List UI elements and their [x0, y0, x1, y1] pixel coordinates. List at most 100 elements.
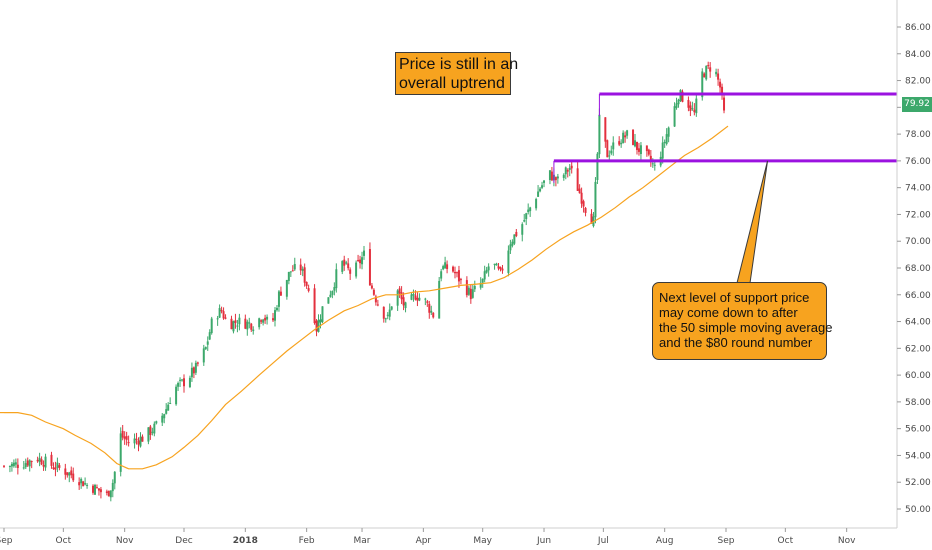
y-tick-label: 58.00 — [905, 398, 931, 408]
candle-body — [467, 287, 470, 295]
candle-body — [677, 99, 680, 105]
candle-body — [273, 310, 276, 321]
candle-body — [541, 185, 544, 188]
candle-body — [222, 311, 225, 319]
candle-body — [30, 461, 33, 463]
candle-body — [693, 109, 696, 113]
candle-body — [372, 289, 375, 295]
candle-body — [210, 318, 213, 334]
candle-body — [673, 106, 676, 127]
candle-body — [400, 292, 403, 300]
x-tick-label: 2018 — [233, 536, 258, 546]
x-tick-label: May — [473, 536, 492, 546]
x-tick-label: Oct — [778, 536, 794, 546]
candle-body — [388, 309, 391, 317]
candle-body — [457, 270, 460, 282]
candle-body — [355, 262, 358, 277]
candle-body — [635, 141, 638, 150]
candle-body — [349, 269, 352, 274]
candle-body — [155, 421, 158, 424]
x-tick-label: Aug — [656, 536, 674, 546]
candle-body — [347, 263, 350, 269]
candle-body — [54, 467, 57, 470]
candle-body — [584, 207, 587, 213]
candle-body — [707, 65, 710, 67]
candle-body — [38, 457, 41, 462]
candle-body — [645, 145, 648, 152]
candle-body — [513, 234, 516, 244]
candle-body — [70, 470, 73, 476]
x-tick-label: Apr — [416, 536, 432, 546]
candle-body — [84, 483, 87, 485]
candle-body — [175, 386, 178, 405]
x-tick-label: Sep — [718, 536, 735, 546]
candle-body — [16, 464, 19, 468]
candle-body — [36, 459, 39, 462]
candle-body — [649, 155, 652, 163]
candle-body — [521, 224, 524, 235]
x-tick-label: Mar — [354, 536, 371, 546]
candle-body — [12, 462, 15, 467]
candle-body — [192, 367, 195, 374]
candle-body — [137, 440, 140, 445]
candle-body — [258, 318, 261, 328]
candle-body — [454, 271, 457, 274]
candle-body — [368, 249, 371, 286]
x-tick-label: Oct — [56, 536, 72, 546]
candle-body — [438, 280, 441, 319]
candle-body — [578, 188, 581, 194]
candle-body — [556, 176, 559, 179]
candle-body — [291, 270, 294, 272]
candle-body — [202, 348, 205, 363]
candle-body — [250, 323, 253, 330]
candle-body — [639, 145, 642, 155]
candle-body — [196, 362, 199, 364]
y-tick-label: 72.00 — [905, 210, 931, 220]
candle-body — [691, 108, 694, 110]
candle-body — [705, 65, 708, 80]
candle-body — [632, 129, 635, 145]
candle-body — [58, 465, 61, 468]
x-tick-label: Nov — [838, 536, 856, 546]
candle-body — [485, 269, 488, 273]
candle-body — [667, 127, 670, 137]
candle-body — [428, 303, 431, 313]
candle-body — [479, 282, 482, 288]
candle-body — [188, 377, 191, 388]
candle-body — [566, 170, 569, 172]
candle-body — [701, 71, 704, 98]
candle-body — [194, 362, 197, 373]
y-tick-label: 50.00 — [905, 505, 931, 515]
y-axis-ticks: 50.00 52.00 54.00 56.00 58.00 60.00 62.00 64.00… — [897, 23, 931, 515]
candle-body — [105, 491, 108, 493]
support-annotation-line-3: the 50 simple moving average — [659, 320, 833, 335]
candle-body — [262, 319, 265, 323]
candle-body — [452, 266, 455, 272]
candle-body — [647, 149, 650, 155]
candle-body — [149, 426, 152, 435]
candle-body — [206, 341, 209, 345]
candle-body — [637, 148, 640, 152]
candle-body — [681, 91, 684, 102]
candle-body — [135, 438, 138, 440]
candle-body — [612, 142, 615, 150]
y-tick-label: 56.00 — [905, 425, 931, 435]
candle-body — [715, 71, 718, 75]
candle-body — [78, 482, 81, 486]
uptrend-annotation-line-2: overall uptrend — [399, 75, 505, 92]
candle-body — [675, 103, 678, 108]
candle-body — [307, 288, 310, 291]
x-tick-label: Sep — [0, 536, 13, 546]
x-tick-label: Jun — [536, 536, 551, 546]
candle-body — [321, 306, 324, 322]
candle-body — [287, 271, 290, 281]
candle-body — [653, 164, 656, 166]
x-tick-label: Dec — [175, 536, 192, 546]
candle-body — [232, 321, 235, 332]
candle-body — [608, 155, 611, 157]
candle-body — [507, 250, 510, 273]
uptrend-annotation-line-1: Price is still in an — [399, 56, 519, 73]
candle-body — [272, 318, 275, 321]
candle-body — [341, 261, 344, 272]
